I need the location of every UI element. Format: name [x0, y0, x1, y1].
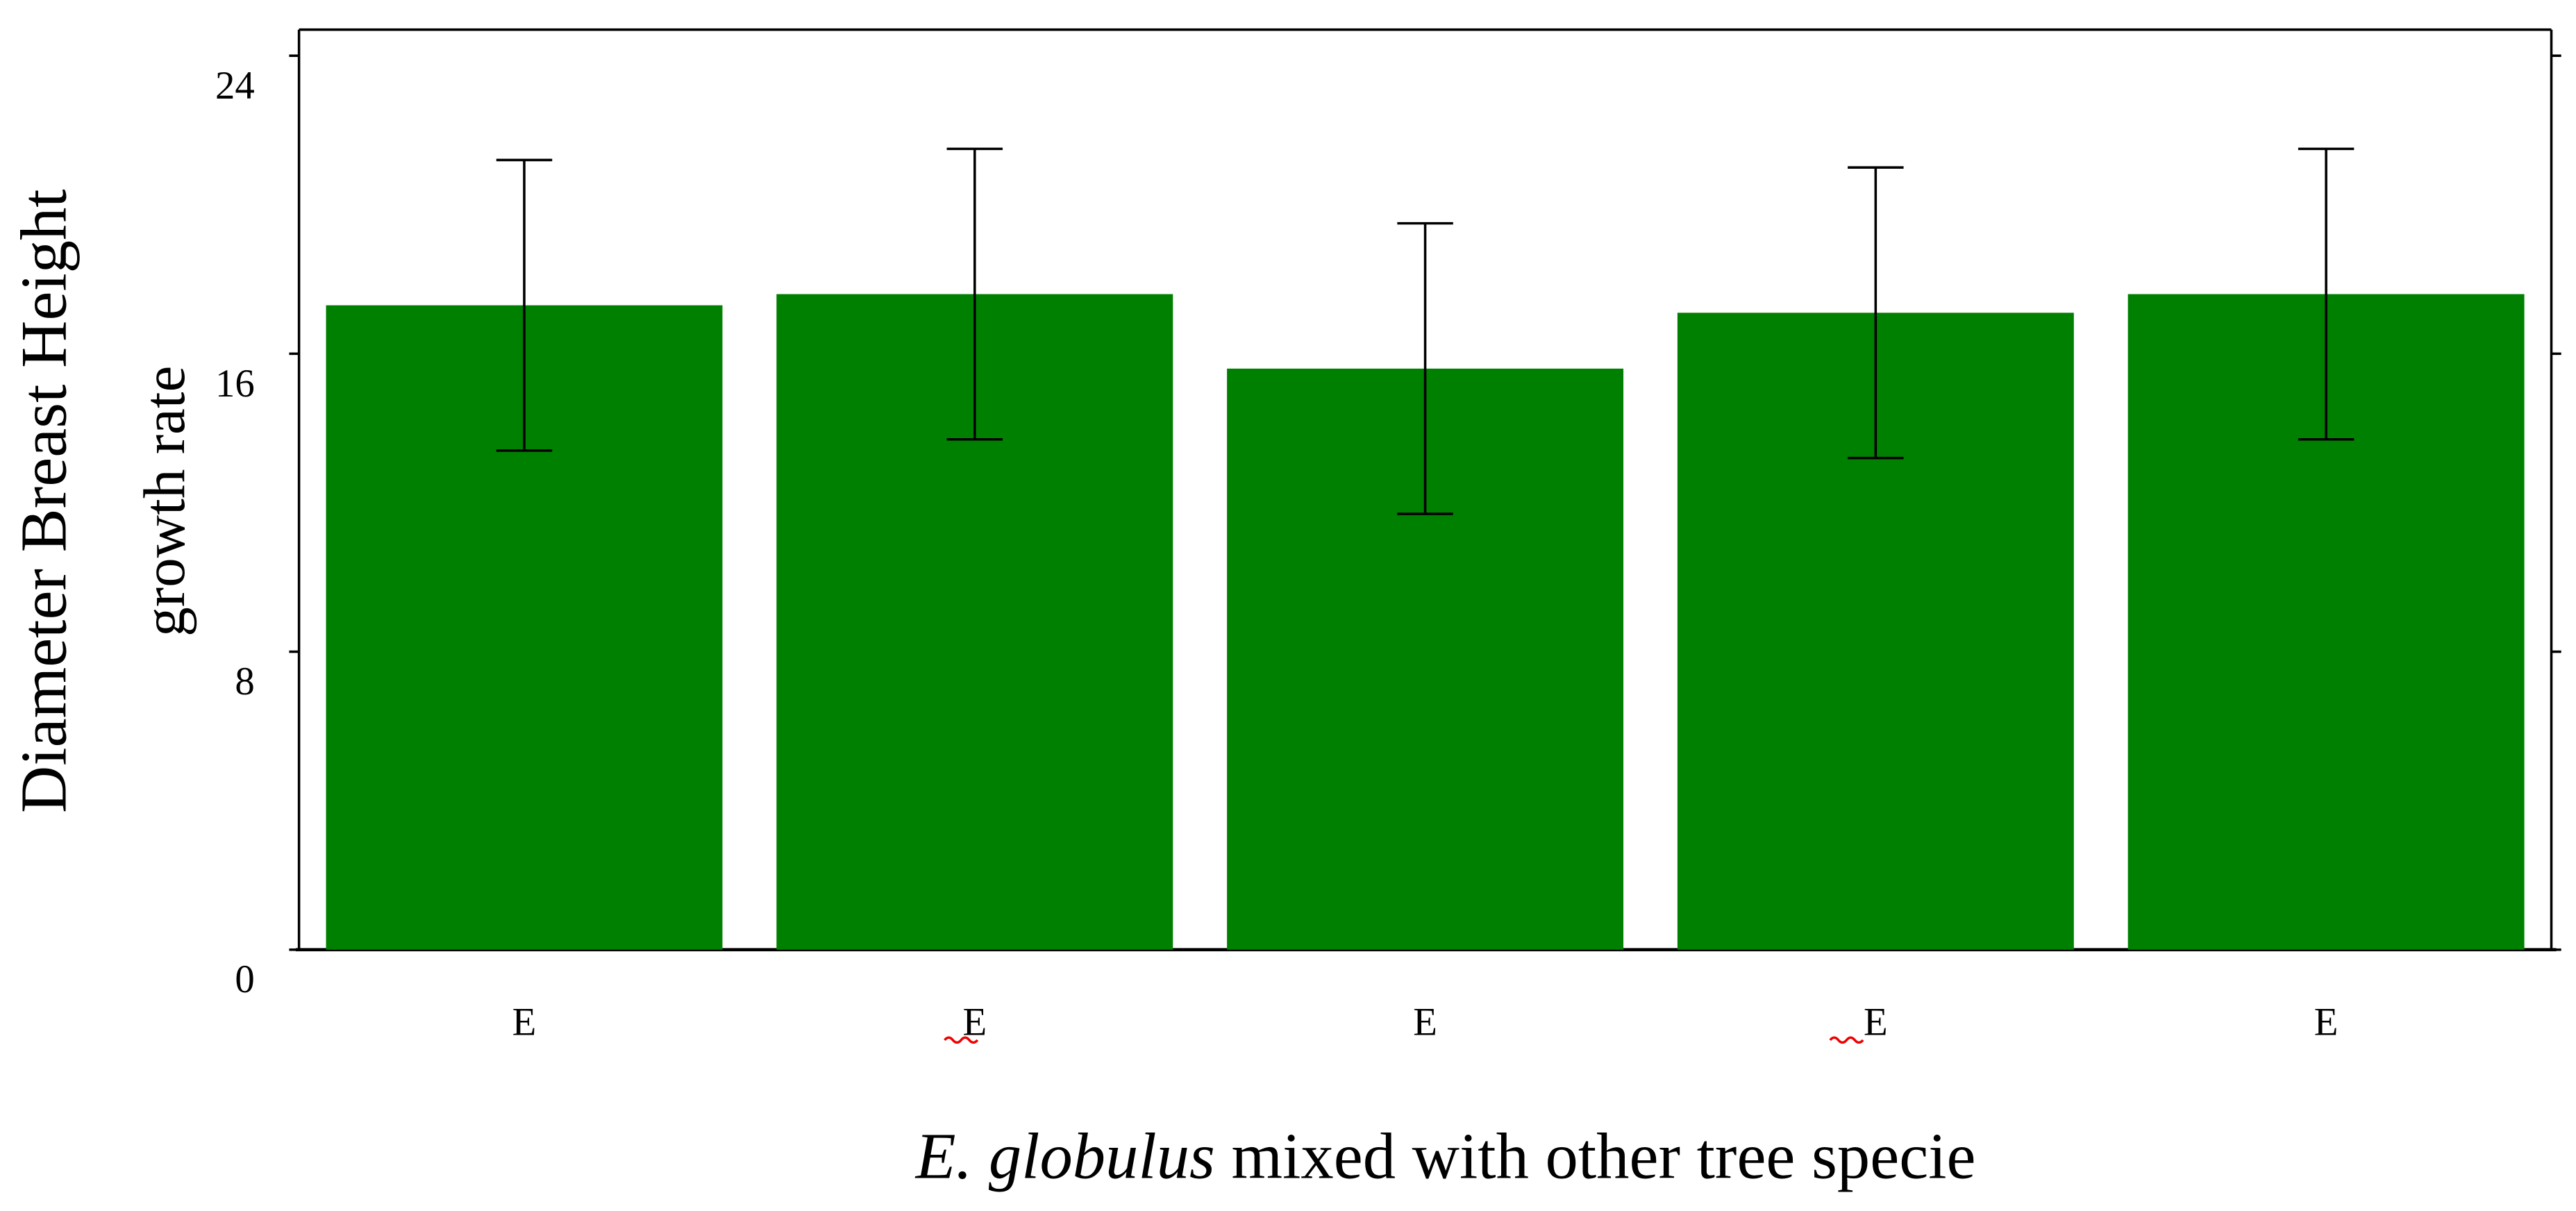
x-tick-label: E [1413, 1001, 1437, 1044]
y-tick-label: 8 [235, 660, 254, 703]
spellcheck-mark [944, 1036, 979, 1044]
spellcheck-mark [1829, 1036, 1864, 1044]
x-tick-label: E [2314, 1001, 2339, 1044]
x-tick-label: E [962, 1001, 987, 1044]
x-axis-label-rest: mixed with other tree specie [1232, 1121, 1976, 1193]
x-axis-label: E. globulus mixed with other tree specie [914, 1121, 1976, 1193]
x-axis-label-italic: E. globulus [914, 1121, 1215, 1193]
y-tick-label: 24 [215, 64, 255, 108]
x-tick-label: E [512, 1001, 537, 1044]
y-axis-label: Diameter Breast Height [8, 189, 81, 813]
y-tick-label: 0 [235, 958, 254, 1001]
error-bar [496, 158, 553, 452]
error-bar [946, 147, 1003, 441]
x-tick-label: E [1864, 1001, 1888, 1044]
y-tick-label: 16 [215, 362, 255, 406]
error-bar [2298, 147, 2355, 441]
y-axis-label: growth rate [132, 366, 197, 637]
error-bar [1848, 166, 1904, 460]
error-bar [1397, 222, 1453, 515]
